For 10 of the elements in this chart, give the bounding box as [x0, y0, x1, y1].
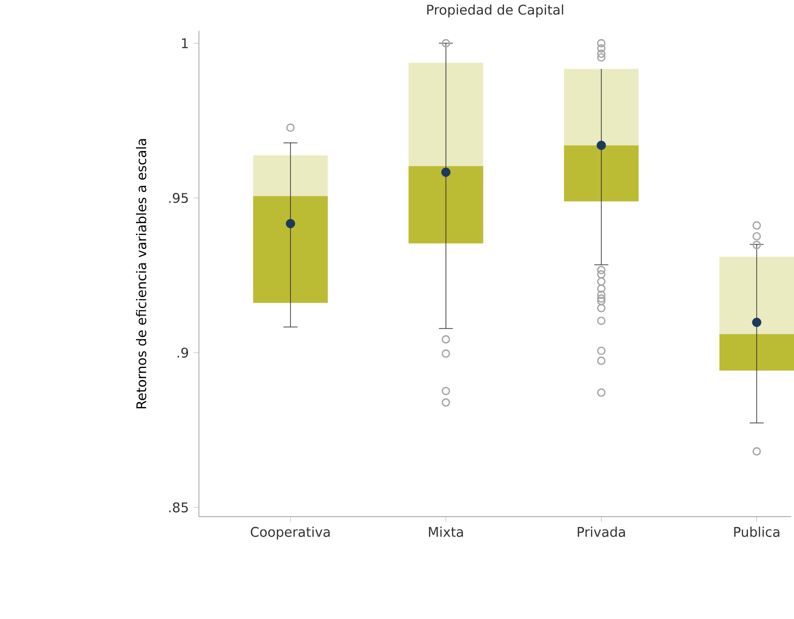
- x-tick-label: Privada: [578, 526, 625, 538]
- y-axis-title: Retornos de eficiencia variables a escala: [136, 139, 146, 408]
- y-tick-label: 1: [182, 38, 188, 48]
- y-tick-label: .9: [178, 348, 188, 358]
- y-tick-label: .85: [169, 502, 188, 513]
- chart-title: Propiedad de Capital: [427, 4, 564, 18]
- x-tick-label: Publica: [734, 526, 780, 538]
- x-tick-label: Cooperativa: [250, 526, 330, 540]
- y-tick-label: .95: [169, 192, 188, 204]
- x-tick-label: Mixta: [428, 526, 463, 538]
